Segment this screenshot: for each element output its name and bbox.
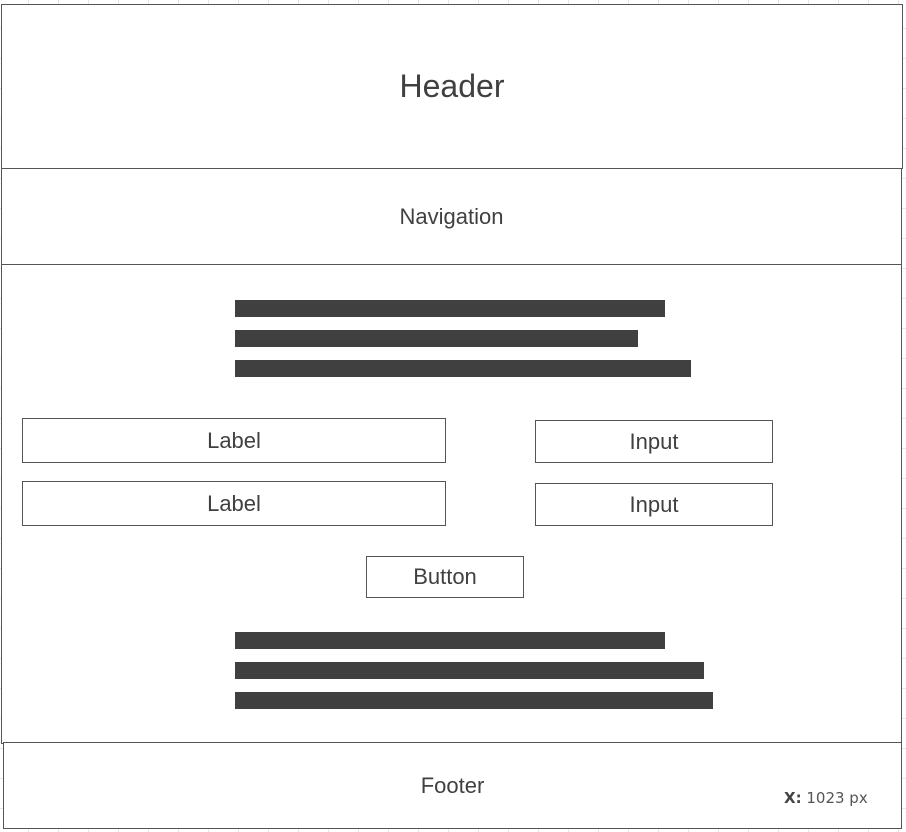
form-label-text: Label <box>207 427 261 453</box>
form-input[interactable]: Input <box>535 483 773 526</box>
placeholder-text-line <box>235 360 691 377</box>
form-input-text: Input <box>629 491 679 517</box>
coordinate-axis: X: <box>784 789 802 807</box>
footer-block: Footer <box>3 742 902 829</box>
placeholder-text-line <box>235 692 713 709</box>
footer-label: Footer <box>420 772 485 798</box>
form-input-text: Input <box>629 428 679 454</box>
content-area: Label Input Label Input Button <box>1 264 902 744</box>
form-input[interactable]: Input <box>535 420 773 463</box>
navigation-label: Navigation <box>399 203 504 229</box>
form-label-text: Label <box>207 490 261 516</box>
coordinate-value: 1023 px <box>806 789 868 807</box>
placeholder-text-line <box>235 662 704 679</box>
submit-button[interactable]: Button <box>366 556 524 598</box>
header-title: Header <box>399 68 505 104</box>
form-label: Label <box>22 481 446 526</box>
header-block: Header <box>1 4 903 169</box>
form-label: Label <box>22 418 446 463</box>
navigation-block[interactable]: Navigation <box>1 168 902 265</box>
placeholder-text-line <box>235 632 665 649</box>
coordinate-readout: X: 1023 px <box>784 789 868 807</box>
button-label: Button <box>413 564 477 589</box>
placeholder-text-line <box>235 330 638 347</box>
placeholder-text-line <box>235 300 665 317</box>
